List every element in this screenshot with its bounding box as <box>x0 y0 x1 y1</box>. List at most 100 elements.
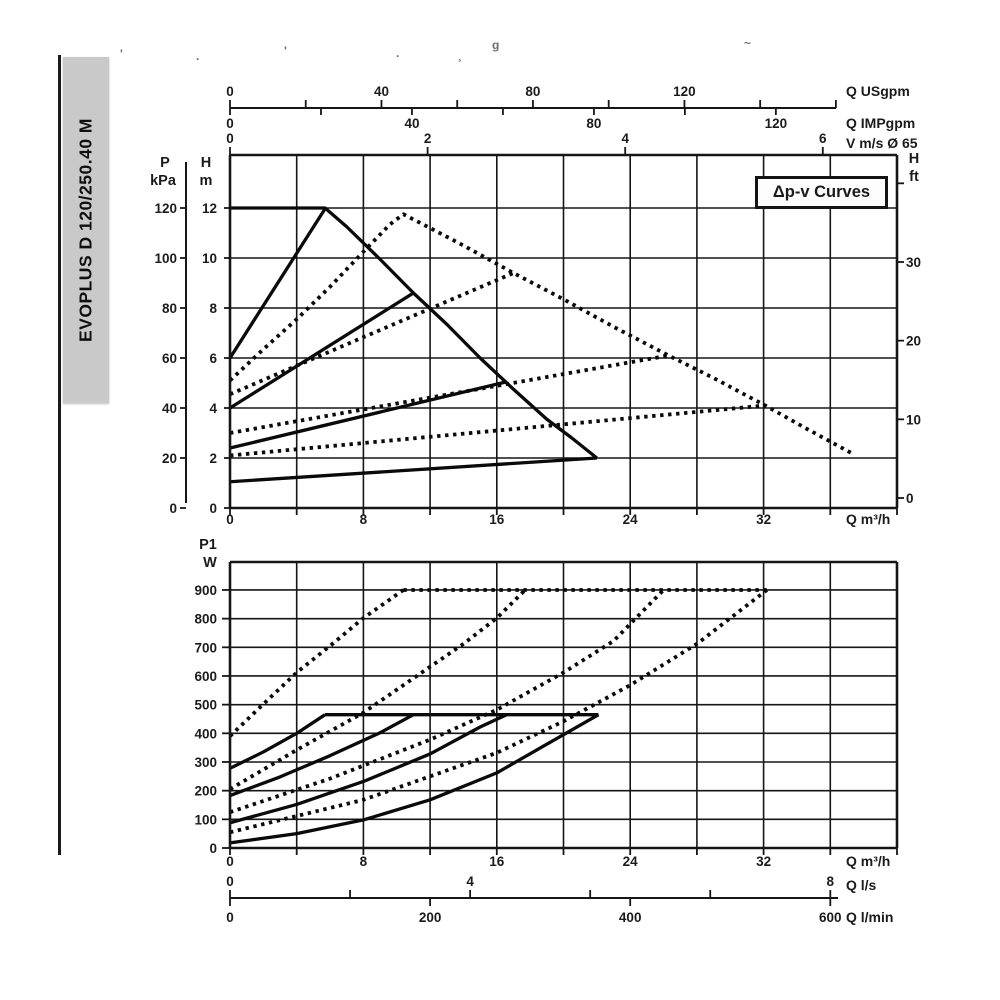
kpa-label: 100 <box>154 251 177 266</box>
hm-label: 10 <box>202 251 217 266</box>
usgpm-label: 0 <box>226 84 234 99</box>
scan-artifact: ' <box>284 44 287 58</box>
impgpm-label: 120 <box>765 116 788 131</box>
scan-artifact: . <box>396 46 400 60</box>
curve-dpv-setting-4 <box>229 456 597 484</box>
vms-label: 6 <box>819 131 827 146</box>
lmin-label: 0 <box>226 910 234 925</box>
w-label: 800 <box>194 612 217 627</box>
lmin-label: 400 <box>619 910 642 925</box>
curve-power-setting-4 <box>229 713 600 845</box>
hm-label: 8 <box>209 301 217 316</box>
q-m3h-label: 0 <box>226 512 234 527</box>
curve-parallel-setting-3 <box>229 353 669 435</box>
hm-header: H <box>201 155 211 171</box>
w-header: W <box>203 555 217 571</box>
hm-label: 12 <box>202 201 217 216</box>
curve-parallel-power-2 <box>229 588 527 791</box>
ls-label: 4 <box>466 874 474 889</box>
q-m3h-label: 24 <box>623 512 639 527</box>
left-border-line <box>58 55 61 855</box>
q-m3h-label: 8 <box>360 512 368 527</box>
w-label: 0 <box>209 841 217 856</box>
kpa-label: 80 <box>162 301 177 316</box>
vms-label: 2 <box>424 131 432 146</box>
kpa-label: 0 <box>169 501 177 516</box>
w-label: 600 <box>194 669 217 684</box>
lmin-label: 200 <box>419 910 442 925</box>
kpa-header: kPa <box>150 173 177 189</box>
q-m3h-unit: Q m³/h <box>846 511 890 527</box>
kpa-label: 120 <box>154 201 177 216</box>
hm-label: 4 <box>209 401 217 416</box>
lmin-label: 600 <box>819 910 842 925</box>
usgpm-label: 80 <box>525 84 540 99</box>
curve-dpv-setting-2 <box>229 291 415 410</box>
w-header: P1 <box>199 537 217 553</box>
ft-label: 20 <box>906 334 921 349</box>
w-label: 900 <box>194 583 217 598</box>
vms-unit: V m/s Ø 65 <box>846 135 918 151</box>
curve-power-setting-1 <box>229 713 326 770</box>
vms-label: 4 <box>621 131 629 146</box>
ls-label: 8 <box>827 874 835 889</box>
q-m3h-label: 16 <box>489 854 505 869</box>
scan-artifact: ~ <box>744 36 752 50</box>
curve-dpv-setting-3 <box>229 380 508 450</box>
impgpm-unit: Q IMPgpm <box>846 115 915 131</box>
scan-artifact: ' <box>120 47 123 61</box>
kpa-label: 20 <box>162 451 177 466</box>
q-m3h-label: 32 <box>756 512 771 527</box>
w-label: 500 <box>194 698 217 713</box>
q-m3h-unit: Q m³/h <box>846 853 890 869</box>
hm-label: 0 <box>209 501 217 516</box>
curve-power-setting-3 <box>229 713 508 825</box>
ls-label: 0 <box>226 874 234 889</box>
curve-parallel-power-3 <box>229 588 665 814</box>
kpa-label: 40 <box>162 401 177 416</box>
w-label: 100 <box>194 812 217 827</box>
kpa-header: P <box>160 155 170 171</box>
curve-power-setting-2 <box>229 713 415 798</box>
hm-label: 2 <box>209 451 217 466</box>
curve-dpv-setting-1 <box>228 207 327 359</box>
usgpm-label: 40 <box>374 84 389 99</box>
curve-parallel-setting-2 <box>229 271 515 396</box>
ls-unit: Q l/s <box>846 877 877 893</box>
model-label-sidebar: EVOPLUS D 120/250.40 M <box>63 57 109 403</box>
scan-artifact: . <box>196 49 200 63</box>
lmin-unit: Q l/min <box>846 909 893 925</box>
q-m3h-label: 32 <box>756 854 771 869</box>
curve-parallel-power-1 <box>228 588 405 738</box>
hm-label: 6 <box>209 351 217 366</box>
w-label: 400 <box>194 726 217 741</box>
ft-header: ft <box>909 169 919 185</box>
scan-artifact: g <box>492 38 500 52</box>
kpa-label: 60 <box>162 351 177 366</box>
impgpm-label: 80 <box>586 116 601 131</box>
curve-max-envelope <box>230 206 598 460</box>
pump-model-title: EVOPLUS D 120/250.40 M <box>75 117 96 343</box>
ft-label: 0 <box>906 491 914 506</box>
curve-parallel-power-4 <box>229 588 769 835</box>
impgpm-label: 0 <box>226 116 234 131</box>
q-m3h-label: 0 <box>226 854 234 869</box>
q-m3h-label: 16 <box>489 512 505 527</box>
ft-header: H <box>909 151 919 167</box>
usgpm-unit: Q USgpm <box>846 83 910 99</box>
scan-artifact: ¸ <box>458 48 462 62</box>
w-label: 200 <box>194 784 217 799</box>
curve-parallel-envelope <box>228 212 855 456</box>
w-label: 300 <box>194 755 217 770</box>
w-label: 700 <box>194 640 217 655</box>
dpv-curves-annotation: Δp-v Curves <box>755 176 888 209</box>
usgpm-label: 120 <box>673 84 696 99</box>
vms-label: 0 <box>226 131 234 146</box>
q-m3h-label: 24 <box>623 854 639 869</box>
hm-header: m <box>200 173 213 189</box>
curve-parallel-setting-4 <box>229 403 766 458</box>
ft-label: 10 <box>906 412 921 427</box>
impgpm-label: 40 <box>404 116 419 131</box>
